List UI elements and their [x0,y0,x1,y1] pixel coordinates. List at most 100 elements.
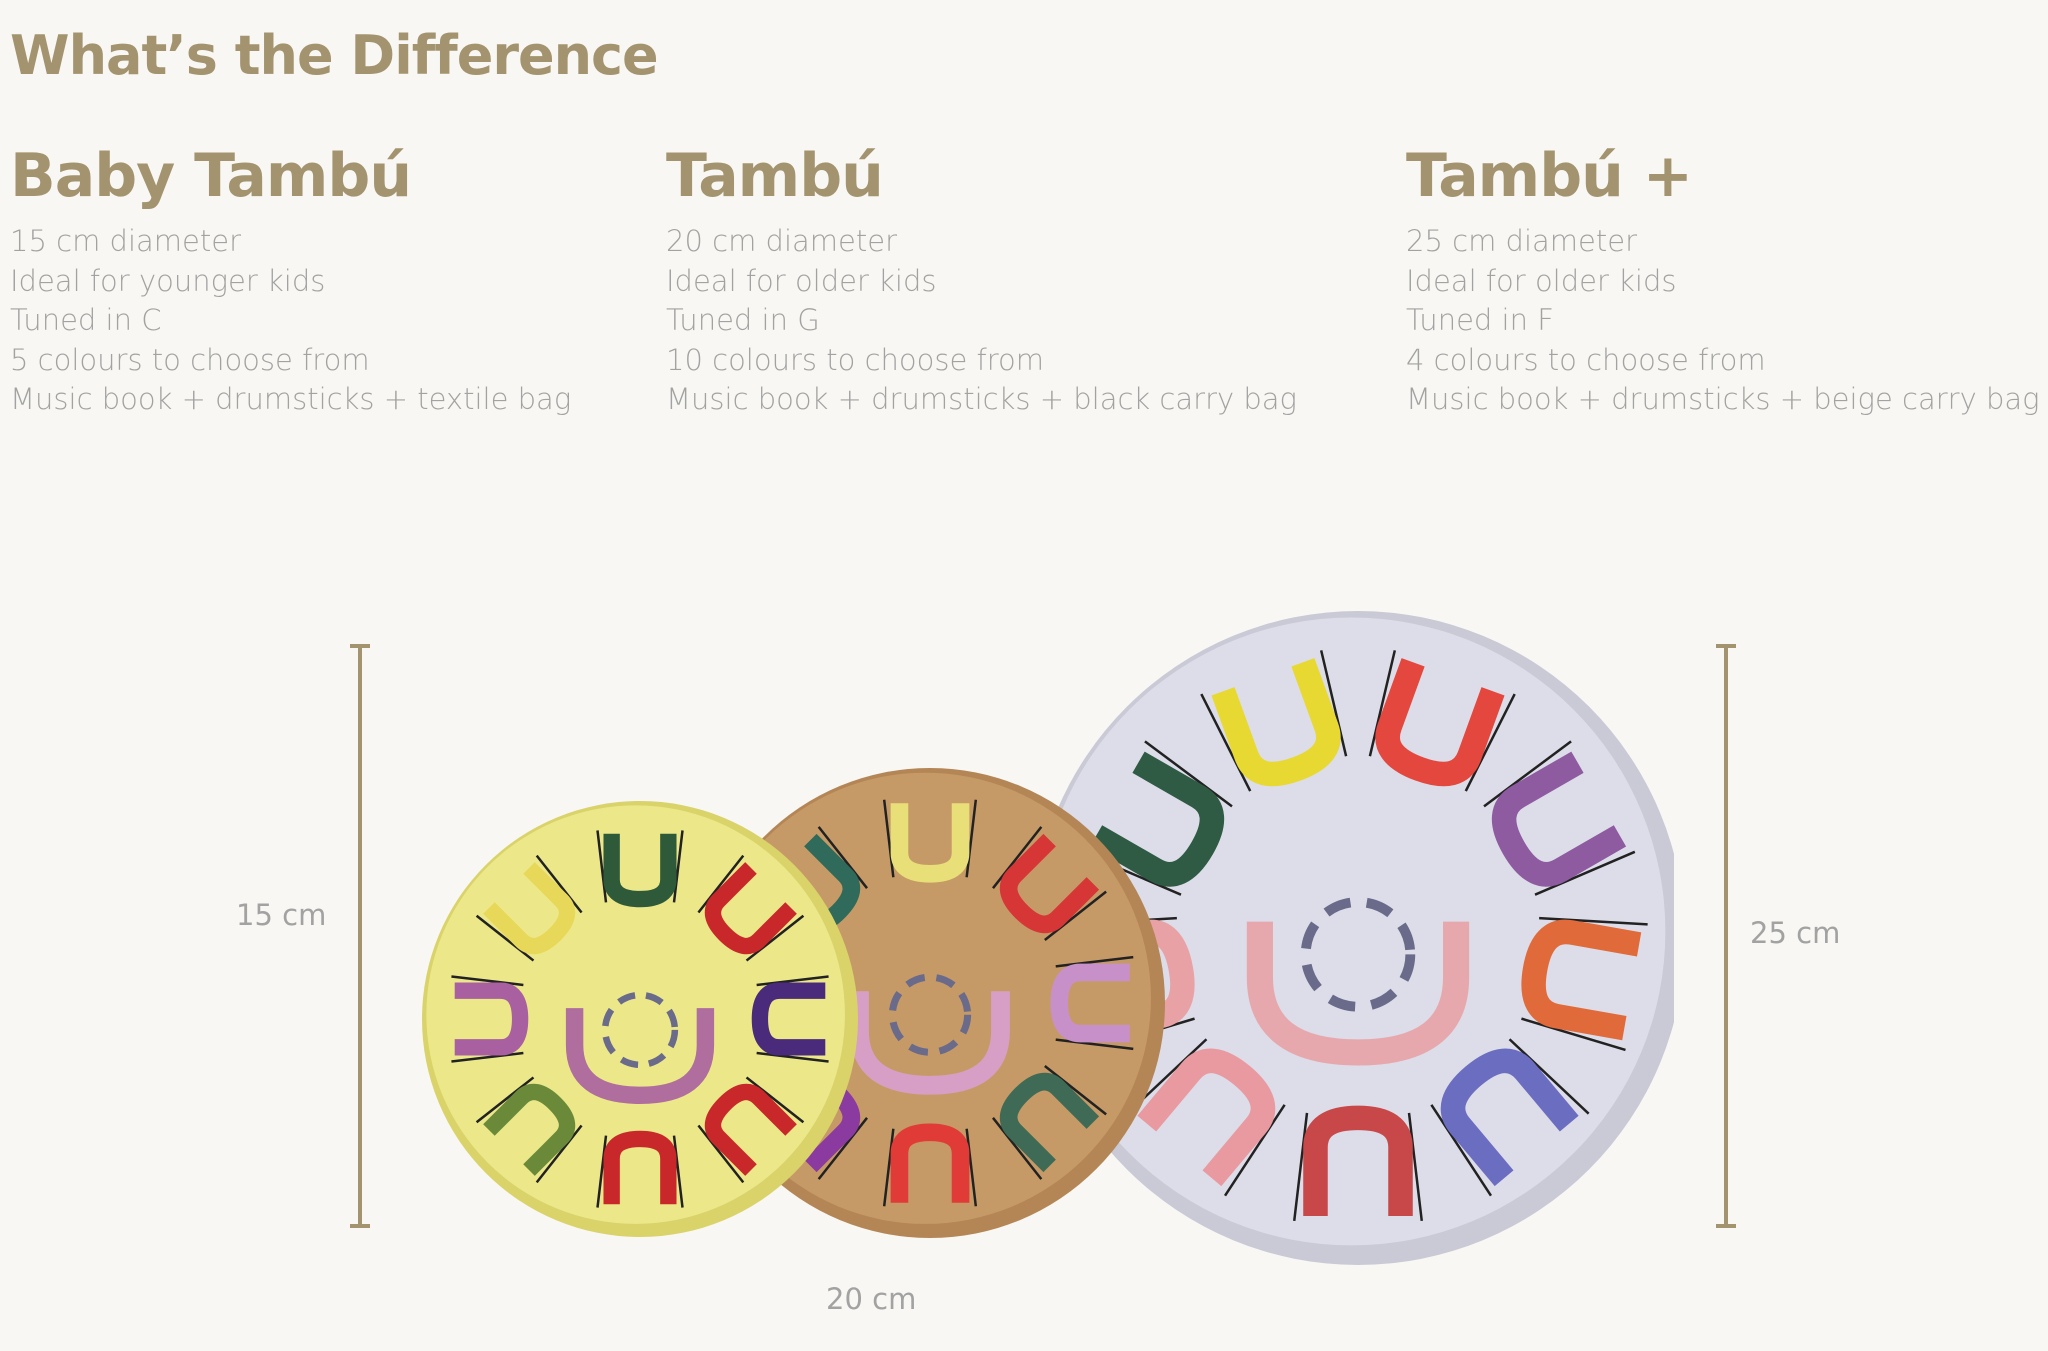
drum [1031,611,1674,1265]
key-outline [1055,955,1134,1051]
key-outline [1430,1038,1590,1197]
product-detail: 15 cm diameter [10,224,241,258]
key-u [890,803,970,883]
product-column: Baby Tambú 15 cm diameter Ideal for youn… [10,140,571,420]
key-outline [991,826,1107,942]
key-u [704,862,797,955]
key-u [1089,751,1225,887]
key-outline [596,1135,684,1208]
drum-key [1200,650,1348,792]
drum-key [1521,916,1648,1052]
key-u [1211,658,1341,787]
drum-key [475,1076,583,1184]
product-detail: Music book + drumsticks + beige carry ba… [1406,382,2040,416]
key-outline [882,799,978,878]
key-outline [697,854,805,962]
product-detail: 20 cm diameter [666,224,897,258]
key-outline [756,975,829,1063]
drum-center-key [565,991,715,1105]
key-outline [991,1064,1107,1180]
size-bar-right [1716,644,1736,1228]
product-detail: 25 cm diameter [1406,224,1637,258]
key-outline [451,975,524,1063]
key-outline [475,1076,583,1184]
key-outline [1200,650,1348,792]
product-detail: Ideal for younger kids [10,263,326,298]
drum-key [697,1076,805,1184]
product-detail: 4 colours to choose from [1406,342,1766,377]
drum-center-key [850,973,1010,1095]
key-u [454,982,529,1056]
key-u [603,833,677,908]
drum-key [882,799,978,883]
key-u [483,862,576,955]
drum-key [475,854,583,962]
key-u [1491,751,1627,887]
key-outline [596,830,684,903]
key-u [1440,1048,1579,1187]
key-u [999,1072,1100,1173]
drum-key [697,854,805,962]
key-u [704,1083,797,1176]
product-name: Tambú + [1406,141,1693,211]
drum-key [991,826,1107,942]
product-detail: Ideal for older kids [1406,263,1677,298]
key-outline [1521,916,1648,1052]
key-u [483,1083,576,1176]
key-u [1137,1048,1276,1187]
key-u [1050,963,1130,1043]
product-name: Baby Tambú [10,141,412,211]
product-detail: 5 colours to choose from [10,342,370,377]
key-outline [1483,740,1636,896]
page-title: What’s the Difference [10,24,659,87]
drum-key [1368,650,1516,792]
drum-key [1292,1105,1424,1222]
product-detail: Music book + drumsticks + black carry ba… [666,382,1297,416]
drum-key [1430,1038,1590,1197]
key-outline [697,1076,805,1184]
product-detail: Music book + drumsticks + textile bag [10,382,572,416]
key-u [603,1130,677,1205]
key-u [751,982,826,1056]
size-label: 15 cm [236,898,327,932]
drum-key [1483,740,1636,896]
key-u [1303,1105,1413,1216]
product-detail: Tuned in C [10,303,162,337]
drum-top [1037,617,1666,1246]
drum [422,801,858,1237]
key-outline [882,1128,978,1207]
product-column: Tambú + 25 cm diameter Ideal for older k… [1406,140,2040,420]
key-u [850,991,1010,1095]
drum-key [451,975,529,1063]
product-detail: Ideal for older kids [666,263,937,298]
key-u [1375,658,1505,787]
drum-key [751,975,829,1063]
key-outline [1368,650,1516,792]
key-outline [475,854,583,962]
drum-logo [601,991,679,1069]
size-label: 20 cm [826,1282,917,1316]
drum-top [426,805,845,1224]
product-column: Tambú 20 cm diameter Ideal for older kid… [666,140,1297,420]
key-u [890,1123,970,1203]
drum-key [882,1123,978,1207]
drum-logo [888,973,972,1056]
size-label: 25 cm [1750,916,1841,950]
product-detail: 10 colours to choose from [666,342,1045,377]
product-detail: Tuned in F [1406,303,1554,337]
key-u [1074,919,1195,1041]
key-u [1521,919,1642,1041]
key-outline [1292,1112,1424,1222]
product-name: Tambú [666,141,884,211]
size-bar-left [350,644,370,1228]
key-u [565,1008,715,1105]
product-detail: Tuned in G [666,303,820,337]
drum-key [596,1130,684,1208]
drum-key [991,1064,1107,1180]
drum-key [596,830,684,908]
key-u [1246,921,1470,1066]
key-u [999,833,1100,934]
drum-key [1050,955,1134,1051]
